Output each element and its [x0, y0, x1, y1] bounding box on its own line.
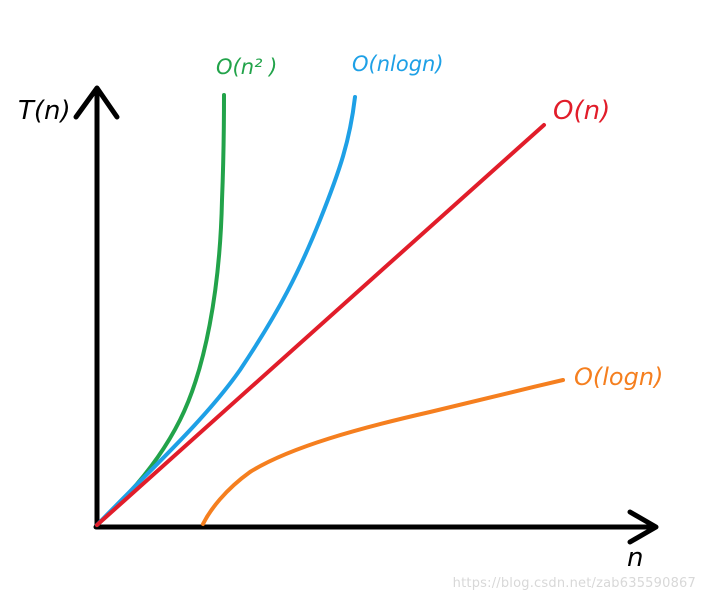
series-label-o-n-squared: O(n² ) — [216, 55, 277, 79]
series-line-o-nlogn — [95, 95, 357, 527]
x-axis-arrow — [627, 509, 659, 545]
watermark: https://blog.csdn.net/zab635590867 — [452, 576, 696, 591]
axes — [73, 85, 659, 545]
series-label-o-logn: O(logn) — [574, 363, 663, 391]
series-label-o-n: O(n) — [553, 96, 610, 126]
x-axis-label: n — [627, 543, 643, 573]
series-line-o-logn — [201, 378, 565, 526]
y-axis-arrow — [73, 85, 120, 120]
series-line-o-n — [95, 123, 546, 527]
curves — [95, 93, 565, 527]
series-label-o-nlogn: O(nlogn) — [352, 52, 444, 76]
y-axis-label: T(n) — [18, 96, 71, 126]
